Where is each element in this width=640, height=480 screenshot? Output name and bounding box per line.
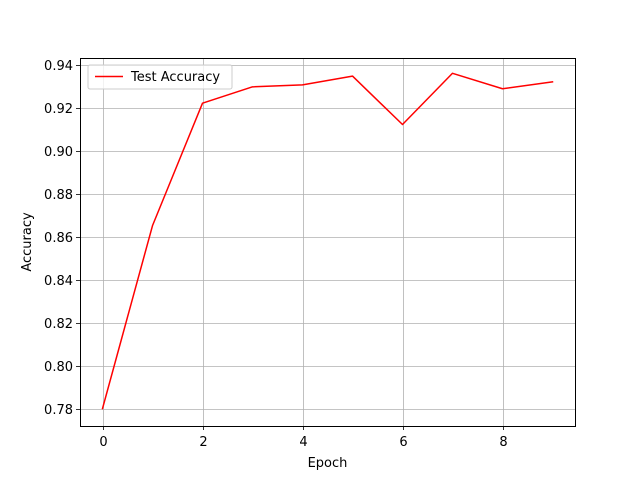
x-tick-label: 4 — [299, 435, 307, 450]
y-tick-label: 0.78 — [44, 403, 73, 418]
x-tick-label: 6 — [399, 435, 407, 450]
x-tick-label: 0 — [99, 435, 107, 450]
y-axis-label: Accuracy — [20, 212, 35, 272]
x-tick-label: 8 — [499, 435, 507, 450]
y-tick-label: 0.92 — [44, 102, 73, 117]
axis-ticks: 0 2 4 6 8 0.78 0.80 0.82 0.84 0.86 0.88 0.90 0.92 0.9… — [44, 59, 508, 450]
series-lines — [101, 72, 554, 410]
y-tick-label: 0.86 — [44, 231, 73, 246]
series-line — [101, 72, 554, 410]
y-tick-label: 0.88 — [44, 188, 73, 203]
y-tick-label: 0.80 — [44, 360, 73, 375]
y-tick-label: 0.94 — [44, 59, 73, 74]
x-axis-label: Epoch — [308, 456, 348, 471]
x-tick-label: 2 — [199, 435, 207, 450]
y-tick-label: 0.82 — [44, 317, 73, 332]
legend-box — [87, 64, 233, 90]
y-tick-label: 0.84 — [44, 274, 73, 289]
y-tick-label: 0.90 — [44, 145, 73, 160]
legend: Test Accuracy — [87, 64, 233, 90]
plot-frame — [80, 58, 576, 427]
legend-label: Test Accuracy — [130, 70, 220, 85]
grid-lines — [80, 58, 575, 426]
